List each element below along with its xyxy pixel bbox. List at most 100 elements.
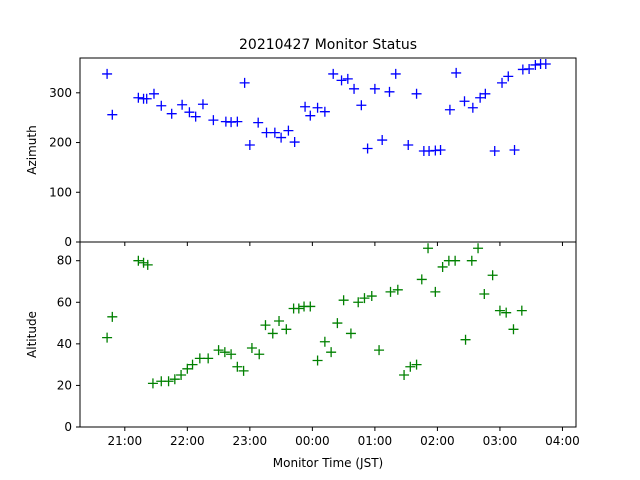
data-point (411, 88, 422, 99)
data-point (305, 301, 316, 312)
data-point (300, 101, 311, 112)
data-point (473, 243, 484, 254)
data-point (540, 58, 551, 69)
x-tick-label: 22:00 (170, 434, 205, 448)
data-point (253, 117, 264, 128)
x-tick-label: 04:00 (545, 434, 580, 448)
data-point (501, 307, 512, 318)
data-point (349, 83, 360, 94)
data-point (283, 125, 294, 136)
y-tick-label: 40 (57, 337, 72, 351)
data-point (459, 96, 470, 107)
y-tick-label: 200 (49, 136, 72, 150)
data-point (166, 108, 177, 119)
data-point (435, 145, 446, 155)
x-tick-label: 01:00 (358, 434, 393, 448)
data-point (102, 332, 113, 343)
plot-frame (79, 241, 577, 428)
chart-panels: 0 100 200 300 Azimuth 0 20 40 60 80 Altitude 21:00 2… (25, 57, 580, 448)
data-point (489, 145, 500, 156)
data-point (319, 336, 330, 347)
data-point (494, 305, 505, 316)
data-point (385, 286, 396, 297)
data-point (197, 99, 208, 110)
data-point (184, 107, 195, 118)
data-point (102, 68, 113, 79)
y-axis-label: Azimuth (25, 125, 39, 174)
data-point (312, 102, 323, 113)
data-point (356, 100, 367, 111)
data-point (107, 109, 118, 120)
data-point (232, 116, 243, 127)
data-point (508, 324, 519, 335)
data-point (156, 100, 167, 111)
data-point (312, 355, 323, 366)
panel-altitude: 0 20 40 60 80 Altitude 21:00 22:00 23:00 00:00 01:… (25, 241, 580, 448)
data-point (244, 140, 255, 151)
data-point (509, 145, 520, 155)
data-point (362, 143, 373, 154)
x-tick-label: 03:00 (483, 434, 518, 448)
y-tick-label: 60 (57, 295, 72, 309)
chart-title: 20210427 Monitor Status (239, 37, 417, 53)
data-point (423, 243, 434, 254)
data-point (238, 365, 249, 376)
data-point (460, 334, 471, 345)
data-point (254, 349, 265, 360)
data-point (142, 259, 153, 270)
data-point (208, 115, 219, 126)
data-point (163, 376, 174, 387)
data-point (246, 343, 257, 354)
y-axis-label: Altitude (25, 311, 39, 358)
data-point (194, 353, 205, 364)
data-point (405, 361, 416, 372)
data-point (524, 63, 535, 74)
data-point (467, 102, 478, 113)
data-point (366, 291, 377, 302)
data-point (503, 71, 514, 82)
data-point (239, 77, 250, 88)
data-point (148, 88, 159, 99)
data-point (147, 378, 158, 389)
data-point (390, 68, 401, 79)
data-point (177, 99, 188, 110)
data-point (530, 59, 541, 70)
data-point (342, 73, 353, 84)
data-point (332, 318, 343, 329)
data-point (450, 255, 461, 266)
y-tick-label: 0 (64, 420, 72, 434)
data-point (326, 347, 337, 358)
y-tick-label: 0 (64, 235, 72, 249)
data-point (328, 68, 339, 79)
data-point (374, 345, 385, 356)
y-tick-label: 300 (49, 86, 72, 100)
data-point (203, 353, 214, 364)
y-tick-label: 20 (57, 378, 72, 392)
data-point (281, 324, 292, 335)
x-tick-label: 02:00 (420, 434, 455, 448)
data-point (260, 320, 271, 331)
data-point (475, 92, 486, 103)
data-point (338, 295, 349, 306)
data-point (319, 106, 330, 117)
data-point (269, 127, 280, 138)
data-point (516, 305, 527, 316)
data-point (190, 111, 201, 122)
data-point (176, 370, 187, 381)
data-point (444, 104, 455, 115)
data-point (345, 328, 356, 339)
data-point (276, 132, 287, 143)
data-point (107, 311, 118, 322)
data-point (289, 137, 300, 148)
data-point (359, 293, 370, 304)
data-point (480, 88, 491, 99)
data-point (451, 67, 462, 78)
data-point (411, 359, 422, 370)
data-point (430, 286, 441, 297)
data-point (353, 297, 364, 308)
data-point (392, 284, 403, 295)
y-tick-label: 100 (49, 185, 72, 199)
data-point (219, 347, 230, 358)
data-point (377, 135, 388, 146)
